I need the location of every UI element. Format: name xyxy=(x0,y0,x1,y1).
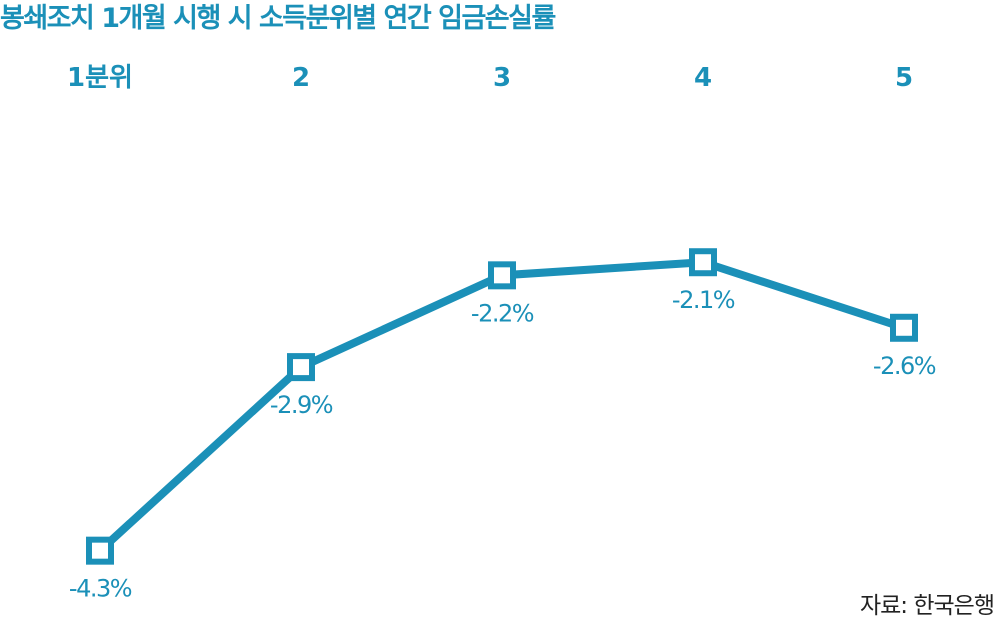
category-label: 2 xyxy=(292,63,310,93)
category-labels: 1분위 2 3 4 5 xyxy=(67,63,913,93)
chart-title: 봉쇄조치 1개월 시행 시 소득분위별 연간 임금손실률 xyxy=(0,3,556,34)
data-point-marker xyxy=(86,536,114,565)
source-note: 자료: 한국은행 xyxy=(859,593,995,619)
data-label: -2.2% xyxy=(471,299,534,327)
data-point-marker xyxy=(689,248,717,277)
category-label: 3 xyxy=(493,63,511,93)
series-markers xyxy=(86,248,918,565)
category-label: 1분위 xyxy=(67,63,133,93)
data-label: -2.6% xyxy=(873,352,936,380)
data-point-marker xyxy=(488,261,516,290)
category-label: 4 xyxy=(694,63,712,93)
data-label: -4.3% xyxy=(69,575,132,603)
data-labels: -4.3% -2.9% -2.2% -2.1% -2.6% xyxy=(69,286,937,603)
data-label: -2.9% xyxy=(270,391,333,419)
category-label: 5 xyxy=(895,63,913,93)
data-point-marker xyxy=(287,353,315,382)
data-point-marker xyxy=(890,313,918,342)
data-label: -2.1% xyxy=(672,286,735,314)
